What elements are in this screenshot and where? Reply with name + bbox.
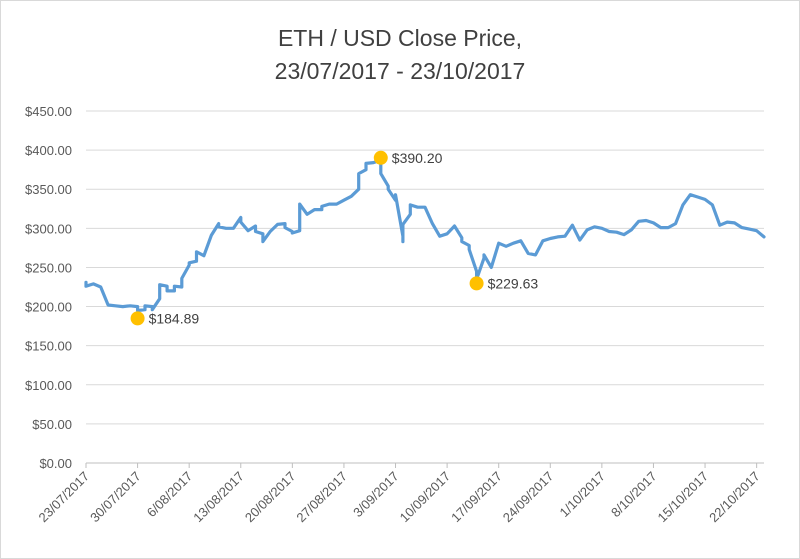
y-tick-label: $100.00 (25, 378, 72, 393)
data-marker (373, 150, 388, 165)
x-tick-label: 15/10/2017 (655, 469, 712, 526)
y-tick-label: $400.00 (25, 143, 72, 158)
x-tick-label: 8/10/2017 (608, 469, 660, 521)
x-tick-label: 17/09/2017 (448, 469, 505, 526)
x-tick-label: 24/09/2017 (500, 469, 557, 526)
annotations: $184.89 $390.20 $229.63 (130, 150, 539, 326)
x-tick-label: 20/08/2017 (242, 469, 299, 526)
y-tick-label: $450.00 (25, 104, 72, 119)
y-tick-label: $300.00 (25, 221, 72, 236)
x-tick-label: 27/08/2017 (293, 469, 350, 526)
x-tick-label: 13/08/2017 (190, 469, 247, 526)
y-tick-label: $250.00 (25, 260, 72, 275)
x-tick-label: 3/09/2017 (350, 469, 402, 521)
gridlines (86, 110, 764, 425)
x-tick-label: 10/09/2017 (397, 469, 454, 526)
series-line (84, 155, 766, 313)
y-tick-label: $0.00 (39, 456, 72, 471)
data-label: $390.20 (392, 150, 443, 166)
data-label: $184.89 (149, 310, 200, 326)
y-tick-label: $350.00 (25, 182, 72, 197)
y-tick-label: $150.00 (25, 339, 72, 354)
x-tick-label: 1/10/2017 (556, 469, 608, 521)
data-label: $229.63 (488, 275, 539, 291)
x-tick-label: 30/07/2017 (87, 469, 144, 526)
y-tick-label: $200.00 (25, 300, 72, 315)
chart-title-line-1: ETH / USD Close Price, (277, 25, 523, 51)
chart-title: ETH / USD Close Price, 23/07/2017 - 23/1… (0, 22, 800, 88)
data-marker (469, 276, 484, 291)
y-tick-label: $50.00 (32, 417, 72, 432)
x-tick-label: 23/07/2017 (35, 469, 92, 526)
x-tick-label: 22/10/2017 (706, 469, 763, 526)
chart-title-line-2: 23/07/2017 - 23/10/2017 (274, 58, 526, 84)
x-tick-label: 6/08/2017 (144, 469, 196, 521)
data-marker (130, 311, 145, 326)
series-layer (84, 155, 766, 313)
